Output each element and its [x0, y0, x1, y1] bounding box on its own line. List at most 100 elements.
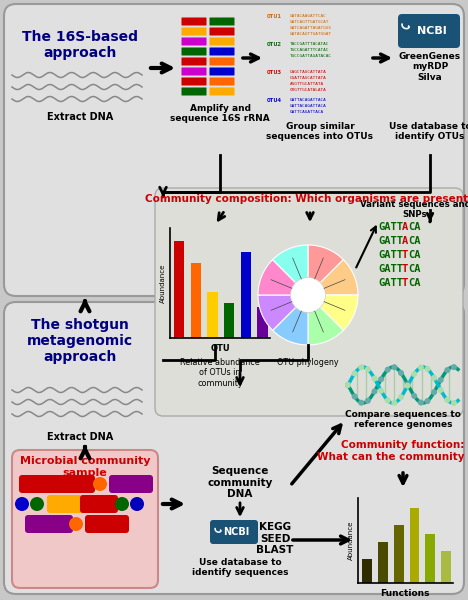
Wedge shape [308, 295, 358, 331]
Circle shape [15, 497, 29, 511]
Text: T: T [402, 250, 408, 260]
FancyBboxPatch shape [109, 475, 153, 493]
Text: T: T [402, 278, 408, 288]
Text: CA: CA [408, 264, 421, 274]
Wedge shape [258, 295, 308, 331]
Circle shape [424, 398, 431, 404]
Text: GATCAGATTAGATGGS: GATCAGATTAGATGGS [290, 26, 332, 30]
Text: GATCAGTTGATGCAT: GATCAGTTGATGCAT [290, 20, 329, 24]
Circle shape [418, 400, 424, 406]
Circle shape [444, 367, 450, 373]
Text: Abundance: Abundance [348, 520, 354, 560]
FancyBboxPatch shape [210, 17, 234, 25]
FancyBboxPatch shape [210, 520, 258, 544]
Text: A: A [402, 236, 408, 246]
Text: Extract DNA: Extract DNA [47, 432, 113, 442]
Bar [378, 542, 388, 583]
Text: CRGTTGCATALATA: CRGTTGCATALATA [290, 88, 327, 92]
FancyBboxPatch shape [182, 88, 206, 95]
FancyBboxPatch shape [182, 17, 206, 25]
FancyBboxPatch shape [85, 515, 129, 533]
Wedge shape [273, 295, 308, 345]
Circle shape [385, 367, 391, 373]
Text: CA: CA [408, 278, 421, 288]
Bar [224, 303, 234, 338]
Circle shape [372, 376, 378, 382]
Circle shape [345, 382, 351, 388]
Circle shape [372, 388, 378, 394]
Text: CGATTAGCATTATA: CGATTAGCATTATA [290, 76, 327, 80]
Bar [362, 559, 372, 583]
Text: The 16S-based
approach: The 16S-based approach [22, 30, 138, 60]
Bar [174, 241, 184, 338]
Text: TACCGATTTACATAC: TACCGATTTACATAC [290, 42, 329, 46]
FancyBboxPatch shape [182, 67, 206, 76]
Circle shape [451, 400, 457, 406]
Text: Relative abundance
of OTUs in
community: Relative abundance of OTUs in community [180, 358, 260, 388]
Circle shape [30, 497, 44, 511]
Bar [425, 534, 435, 583]
Text: Use database to
identify OTUs: Use database to identify OTUs [389, 122, 468, 142]
Text: NCBI: NCBI [223, 527, 249, 537]
Circle shape [365, 366, 371, 372]
Circle shape [345, 382, 351, 388]
FancyBboxPatch shape [182, 47, 206, 55]
Circle shape [358, 364, 364, 370]
Text: Amplify and
sequence 16S rRNA: Amplify and sequence 16S rRNA [170, 104, 270, 124]
Bar [394, 525, 403, 583]
FancyBboxPatch shape [210, 58, 234, 65]
Circle shape [438, 387, 444, 393]
Text: GATTACAGATTACA: GATTACAGATTACA [290, 104, 327, 108]
FancyBboxPatch shape [182, 37, 206, 46]
Text: Group similar
sequences into OTUs: Group similar sequences into OTUs [266, 122, 373, 142]
FancyBboxPatch shape [47, 495, 83, 513]
FancyBboxPatch shape [4, 302, 464, 594]
Circle shape [130, 497, 144, 511]
Circle shape [391, 364, 397, 370]
Text: Extract DNA: Extract DNA [47, 112, 113, 122]
Circle shape [365, 398, 371, 404]
FancyBboxPatch shape [4, 4, 464, 296]
FancyBboxPatch shape [210, 88, 234, 95]
Text: A: A [402, 222, 408, 232]
Text: CA: CA [408, 250, 421, 260]
Bar [241, 252, 251, 338]
Circle shape [424, 366, 431, 372]
Text: TGCCGATTAGATACAC: TGCCGATTAGATACAC [290, 54, 332, 58]
FancyBboxPatch shape [182, 58, 206, 65]
Circle shape [405, 381, 410, 387]
Text: KEGG
SEED
BLAST: KEGG SEED BLAST [256, 522, 294, 555]
Circle shape [431, 375, 437, 381]
Bar [441, 551, 451, 583]
Text: CA: CA [408, 222, 421, 232]
Text: GATT: GATT [378, 264, 403, 274]
Wedge shape [273, 245, 308, 295]
FancyBboxPatch shape [210, 47, 234, 55]
Circle shape [378, 376, 384, 382]
Text: Use database to
identify sequences: Use database to identify sequences [192, 558, 288, 577]
Text: TGCCAGATTTCATAC: TGCCAGATTTCATAC [290, 48, 329, 52]
Circle shape [115, 497, 129, 511]
Wedge shape [308, 245, 344, 295]
Text: Community composition: Which organisms are present?: Community composition: Which organisms a… [146, 194, 468, 204]
FancyBboxPatch shape [59, 475, 95, 493]
Text: OTU1: OTU1 [267, 14, 282, 19]
Circle shape [385, 397, 391, 403]
FancyBboxPatch shape [19, 475, 63, 493]
Text: GATT: GATT [378, 236, 403, 246]
Text: OTU4: OTU4 [267, 98, 282, 103]
Text: Sequence
community
DNA: Sequence community DNA [207, 466, 273, 499]
Text: OTU phylogeny: OTU phylogeny [277, 358, 339, 367]
Circle shape [351, 394, 358, 400]
Text: T: T [402, 264, 408, 274]
Text: Community function:
What can the community do?: Community function: What can the communi… [317, 440, 468, 461]
Wedge shape [308, 260, 358, 295]
Circle shape [405, 383, 410, 389]
Text: GATACAAGATTCAC: GATACAAGATTCAC [290, 14, 327, 18]
Circle shape [444, 397, 450, 403]
Circle shape [93, 477, 107, 491]
Circle shape [69, 517, 83, 531]
Circle shape [411, 371, 417, 377]
Circle shape [438, 377, 444, 383]
FancyBboxPatch shape [210, 77, 234, 85]
